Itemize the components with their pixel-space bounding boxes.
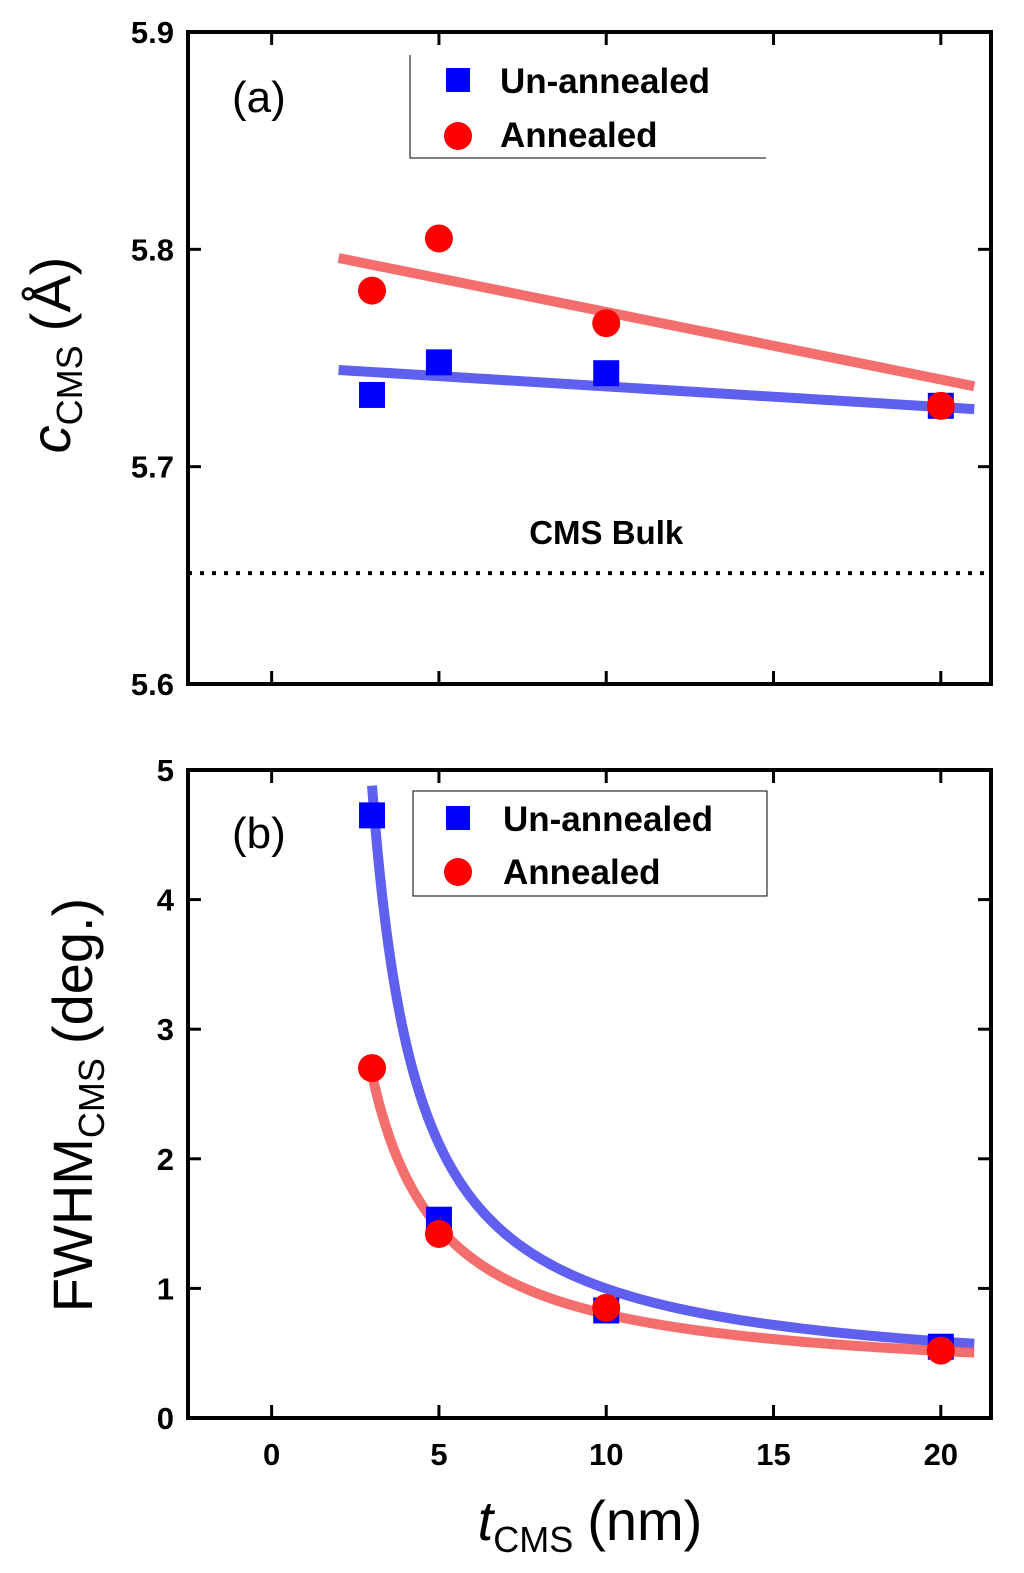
- plot-frame: [186, 30, 993, 686]
- legend-marker-circle: [444, 122, 472, 150]
- legend-label-unannealed: Un-annealed: [503, 800, 713, 839]
- y-tick-label: 1: [157, 1271, 174, 1306]
- y-tick-label: 3: [157, 1012, 174, 1047]
- data-point-annealed: [424, 224, 453, 253]
- legend: Un-annealed Annealed: [412, 790, 768, 897]
- data-point-unannealed: [359, 802, 386, 829]
- panel-a: 5.6 5.7 5.8 5.9 CMS Bulk (a) Un-annealed An…: [19, 15, 993, 702]
- bulk-annotation: CMS Bulk: [188, 514, 991, 576]
- data-point-annealed: [592, 309, 621, 338]
- bulk-label: CMS Bulk: [529, 514, 684, 551]
- x-tick-label: 0: [263, 1437, 280, 1472]
- x-tick-label: 5: [430, 1437, 447, 1472]
- legend-marker-circle: [444, 858, 472, 886]
- fit-curves: [367, 785, 975, 1358]
- data-point-annealed: [358, 276, 387, 305]
- y-tick-label: 5: [157, 753, 174, 788]
- axis-ticks: 0 5 10 15 20 0 1 2 3 4 5: [157, 753, 991, 1472]
- plot-frame: [186, 768, 993, 1420]
- y-tick-label: 5.8: [131, 232, 174, 267]
- data-point-unannealed: [425, 349, 452, 376]
- y-axis-title: cCMS(Å): [19, 257, 90, 454]
- y-tick-label: 5.6: [131, 667, 174, 702]
- data-point-annealed: [592, 1293, 621, 1322]
- data-point-annealed: [926, 1336, 955, 1365]
- y-axis-title: FWHMCMS(deg.): [41, 898, 112, 1312]
- fit-line-un-annealed: [338, 364, 975, 415]
- legend-frame: [412, 790, 768, 897]
- fit-line-annealed: [367, 1073, 975, 1358]
- y-tick-label: 0: [157, 1401, 174, 1436]
- legend-marker-square: [446, 68, 470, 92]
- data-point-unannealed: [593, 360, 620, 387]
- data-point-annealed: [358, 1054, 387, 1083]
- data-points: [358, 802, 955, 1365]
- legend-label-annealed: Annealed: [500, 116, 658, 155]
- x-axis-title: tCMS (nm): [478, 1489, 703, 1560]
- y-tick-label: 5.7: [131, 450, 174, 485]
- legend-frame: [409, 55, 766, 159]
- data-point-annealed: [424, 1219, 453, 1248]
- panel-label: (b): [232, 809, 286, 858]
- axis-ticks: 5.6 5.7 5.8 5.9: [131, 15, 991, 702]
- fit-line-un-annealed: [367, 785, 975, 1349]
- data-point-annealed: [926, 391, 955, 420]
- data-point-unannealed: [359, 381, 386, 408]
- y-tick-label: 4: [157, 883, 175, 918]
- panel-label: (a): [232, 73, 286, 122]
- y-tick-label: 2: [157, 1142, 174, 1177]
- x-tick-label: 20: [924, 1437, 958, 1472]
- data-points: [358, 224, 955, 420]
- fit-line-annealed: [337, 253, 976, 392]
- legend: Un-annealed Annealed: [409, 55, 766, 159]
- legend-label-annealed: Annealed: [503, 853, 661, 892]
- fit-lines: [337, 253, 976, 415]
- legend-label-unannealed: Un-annealed: [500, 62, 710, 101]
- y-tick-label: 5.9: [131, 15, 174, 50]
- legend-marker-square: [446, 806, 470, 830]
- x-tick-label: 10: [589, 1437, 623, 1472]
- x-tick-label: 15: [756, 1437, 790, 1472]
